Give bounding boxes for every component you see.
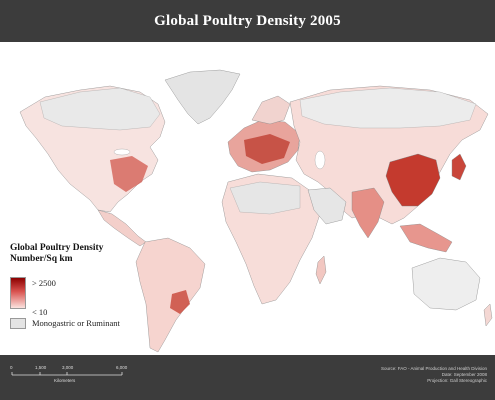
- region-sahara: [229, 181, 301, 215]
- landmass-new-zealand: [483, 303, 493, 327]
- landmass-south-america: [135, 237, 206, 353]
- region-china-high-density: [385, 153, 441, 207]
- lake-great-lakes: [113, 148, 131, 156]
- scale-tick-2: 3,000: [62, 365, 74, 370]
- landmass-japan: [451, 153, 467, 181]
- region-europe-density: [244, 134, 290, 164]
- landmass-madagascar: [315, 255, 327, 285]
- landmass-greenland: [164, 69, 241, 125]
- landmass-central-america: [97, 209, 147, 247]
- scale-unit: Kilometers: [54, 378, 76, 383]
- scale-tick-1: 1,500: [35, 365, 47, 370]
- scale-bar-graphic: [11, 372, 123, 376]
- footer-bar: 0 1,500 3,000 6,000 Kilometers Source: F…: [0, 355, 495, 400]
- map-canvas: [0, 42, 495, 355]
- region-brazil-south-density: [170, 290, 190, 314]
- scale-tick-3: 6,000: [116, 365, 128, 370]
- landmass-australia: [411, 257, 481, 311]
- source-line-1: Source: FAO - Animal Production and Heal…: [380, 366, 487, 371]
- map-title: Global Poultry Density 2005: [154, 12, 341, 29]
- source-line-2: Date: September 2008: [441, 372, 487, 377]
- legend-title-line1: Global Poultry Density: [10, 243, 104, 253]
- legend-nodata-label: Monogastric or Ruminant: [32, 318, 120, 328]
- landmass-arabia: [307, 187, 347, 225]
- lake-caspian: [314, 150, 326, 170]
- region-eastern-us-density: [110, 156, 148, 192]
- title-bar: Global Poultry Density 2005: [0, 0, 495, 42]
- legend-nodata-swatch: [10, 318, 26, 329]
- map-legend: Global Poultry Density Number/Sq km > 25…: [10, 243, 160, 329]
- scale-tick-0: 0: [10, 365, 13, 370]
- legend-low-label: < 10: [32, 307, 48, 317]
- region-canada-north: [39, 87, 161, 131]
- source-credits: Source: FAO - Animal Production and Heal…: [347, 366, 487, 384]
- legend-high-label: > 2500: [32, 278, 56, 288]
- scale-bar: 0 1,500 3,000 6,000 Kilometers: [10, 365, 130, 395]
- landmass-scandinavia: [251, 95, 291, 125]
- region-siberia: [299, 87, 477, 129]
- landmass-southeast-asia: [399, 223, 453, 253]
- landmass-india: [351, 187, 385, 239]
- legend-title-line2: Number/Sq km: [10, 254, 73, 264]
- source-line-3: Projection: Gall Stereographic: [427, 378, 487, 383]
- legend-color-ramp: [10, 277, 26, 309]
- world-map: [19, 69, 493, 353]
